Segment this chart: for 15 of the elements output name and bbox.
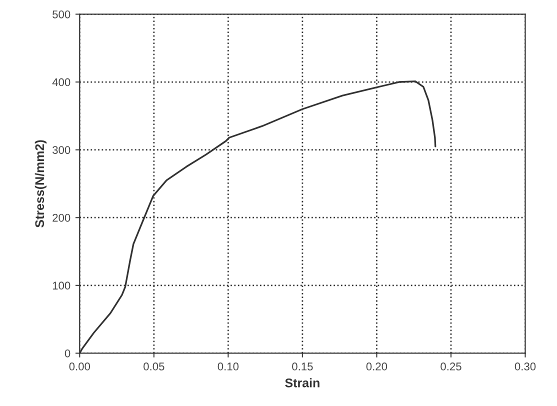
y-tick-label: 500: [52, 10, 70, 18]
y-tick-label: 0: [64, 349, 70, 358]
x-axis-title: Strain: [285, 378, 320, 388]
y-tick-label: 300: [52, 146, 70, 154]
x-tick-label: 0.15: [292, 362, 313, 370]
x-tick-label: 0.10: [218, 362, 239, 370]
y-axis-title: Stress(N/mm2): [34, 140, 47, 228]
x-tick-label: 0.30: [514, 362, 536, 370]
x-tick-label: 0.25: [440, 362, 462, 370]
y-tick-label: 100: [52, 282, 70, 290]
x-tick-label: 0.20: [366, 362, 388, 370]
x-tick-label: 0.05: [144, 362, 164, 370]
y-tick-label: 400: [52, 78, 70, 86]
x-tick-label: 0.00: [69, 362, 90, 370]
y-tick-label: 200: [52, 214, 70, 222]
